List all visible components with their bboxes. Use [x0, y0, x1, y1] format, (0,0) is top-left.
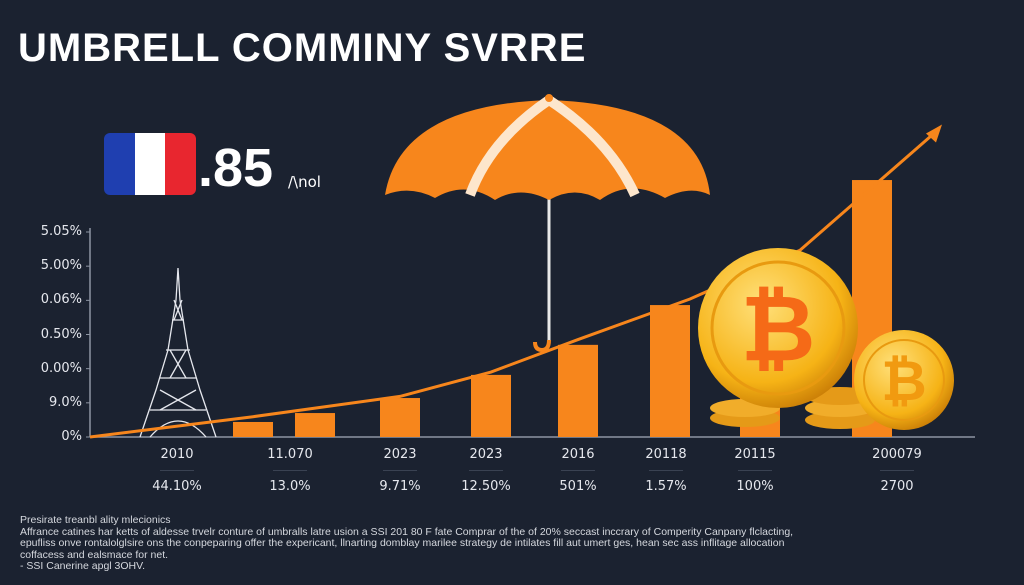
- bitcoin-coins-icon: ₿ ₿: [698, 248, 954, 430]
- y-tick-label: 0.06%: [40, 292, 82, 308]
- value-label: 2700: [880, 479, 914, 494]
- x-tick-label: 11.070: [267, 447, 313, 462]
- bar: [471, 374, 511, 437]
- value-label: 1.57%: [645, 479, 687, 494]
- value-label: 44.10%: [152, 479, 202, 494]
- trend-arrowhead: [926, 124, 942, 143]
- y-tick-label: 0%: [61, 429, 82, 444]
- umbrella-icon: [385, 94, 710, 353]
- x-tick-label: 200079: [872, 447, 922, 462]
- value-label: 9.71%: [379, 479, 421, 494]
- value-label: 501%: [559, 479, 597, 494]
- page-title: UMBRELL COMMINY SVRRE: [18, 26, 587, 70]
- bar: [380, 398, 420, 437]
- label-divider: [561, 470, 595, 471]
- y-tick-label: 5.00%: [40, 258, 82, 274]
- y-tick-label: 5.05%: [40, 224, 82, 239]
- label-divider: [160, 470, 194, 471]
- label-divider: [273, 470, 307, 471]
- label-divider: [383, 470, 417, 471]
- svg-text:₿: ₿: [741, 275, 816, 382]
- label-divider: [738, 470, 772, 471]
- notes-source: - SSI Canerine apgl 3OHV.: [20, 560, 146, 572]
- notes-line: Affrance catines har ketts of aldesse tr…: [20, 525, 794, 538]
- bar: [295, 413, 335, 437]
- notes-line: epufliss onve rontalolglsire ons the con…: [20, 537, 785, 549]
- value-label: 12.50%: [461, 479, 511, 494]
- value-label: 13.0%: [269, 479, 311, 494]
- flag-blue: [104, 133, 135, 195]
- france-flag-icon: [104, 133, 196, 195]
- bar: [233, 421, 273, 437]
- y-tick-label: 0.50%: [40, 326, 82, 342]
- notes-line: coffacess and ealsmace for net.: [20, 548, 169, 561]
- value-label: 100%: [736, 479, 774, 494]
- bar: [558, 344, 598, 437]
- x-tick-label: 20115: [734, 447, 776, 462]
- eiffel-tower-icon: [139, 267, 217, 438]
- bar: [650, 305, 690, 437]
- x-tick-label: 2010: [160, 447, 194, 462]
- header-value: .85: [198, 138, 274, 198]
- flag-red: [165, 133, 196, 195]
- x-tick-label: 2023: [383, 447, 417, 462]
- x-tick-label: 2023: [469, 447, 503, 462]
- y-tick-label: 9.0%: [48, 394, 82, 410]
- x-tick-label: 20118: [645, 447, 687, 462]
- flag-white: [134, 133, 166, 195]
- footnotes: Presirate treanbl ality mlecionics Affra…: [20, 514, 1010, 573]
- header-unit: /\nol: [288, 173, 321, 191]
- y-tick-label: 0.00%: [40, 360, 82, 376]
- label-divider: [880, 470, 914, 471]
- label-divider: [469, 470, 503, 471]
- x-tick-label: 2016: [561, 447, 595, 462]
- label-divider: [649, 470, 683, 471]
- svg-text:₿: ₿: [881, 349, 927, 414]
- notes-heading: Presirate treanbl ality mlecionics: [20, 514, 171, 526]
